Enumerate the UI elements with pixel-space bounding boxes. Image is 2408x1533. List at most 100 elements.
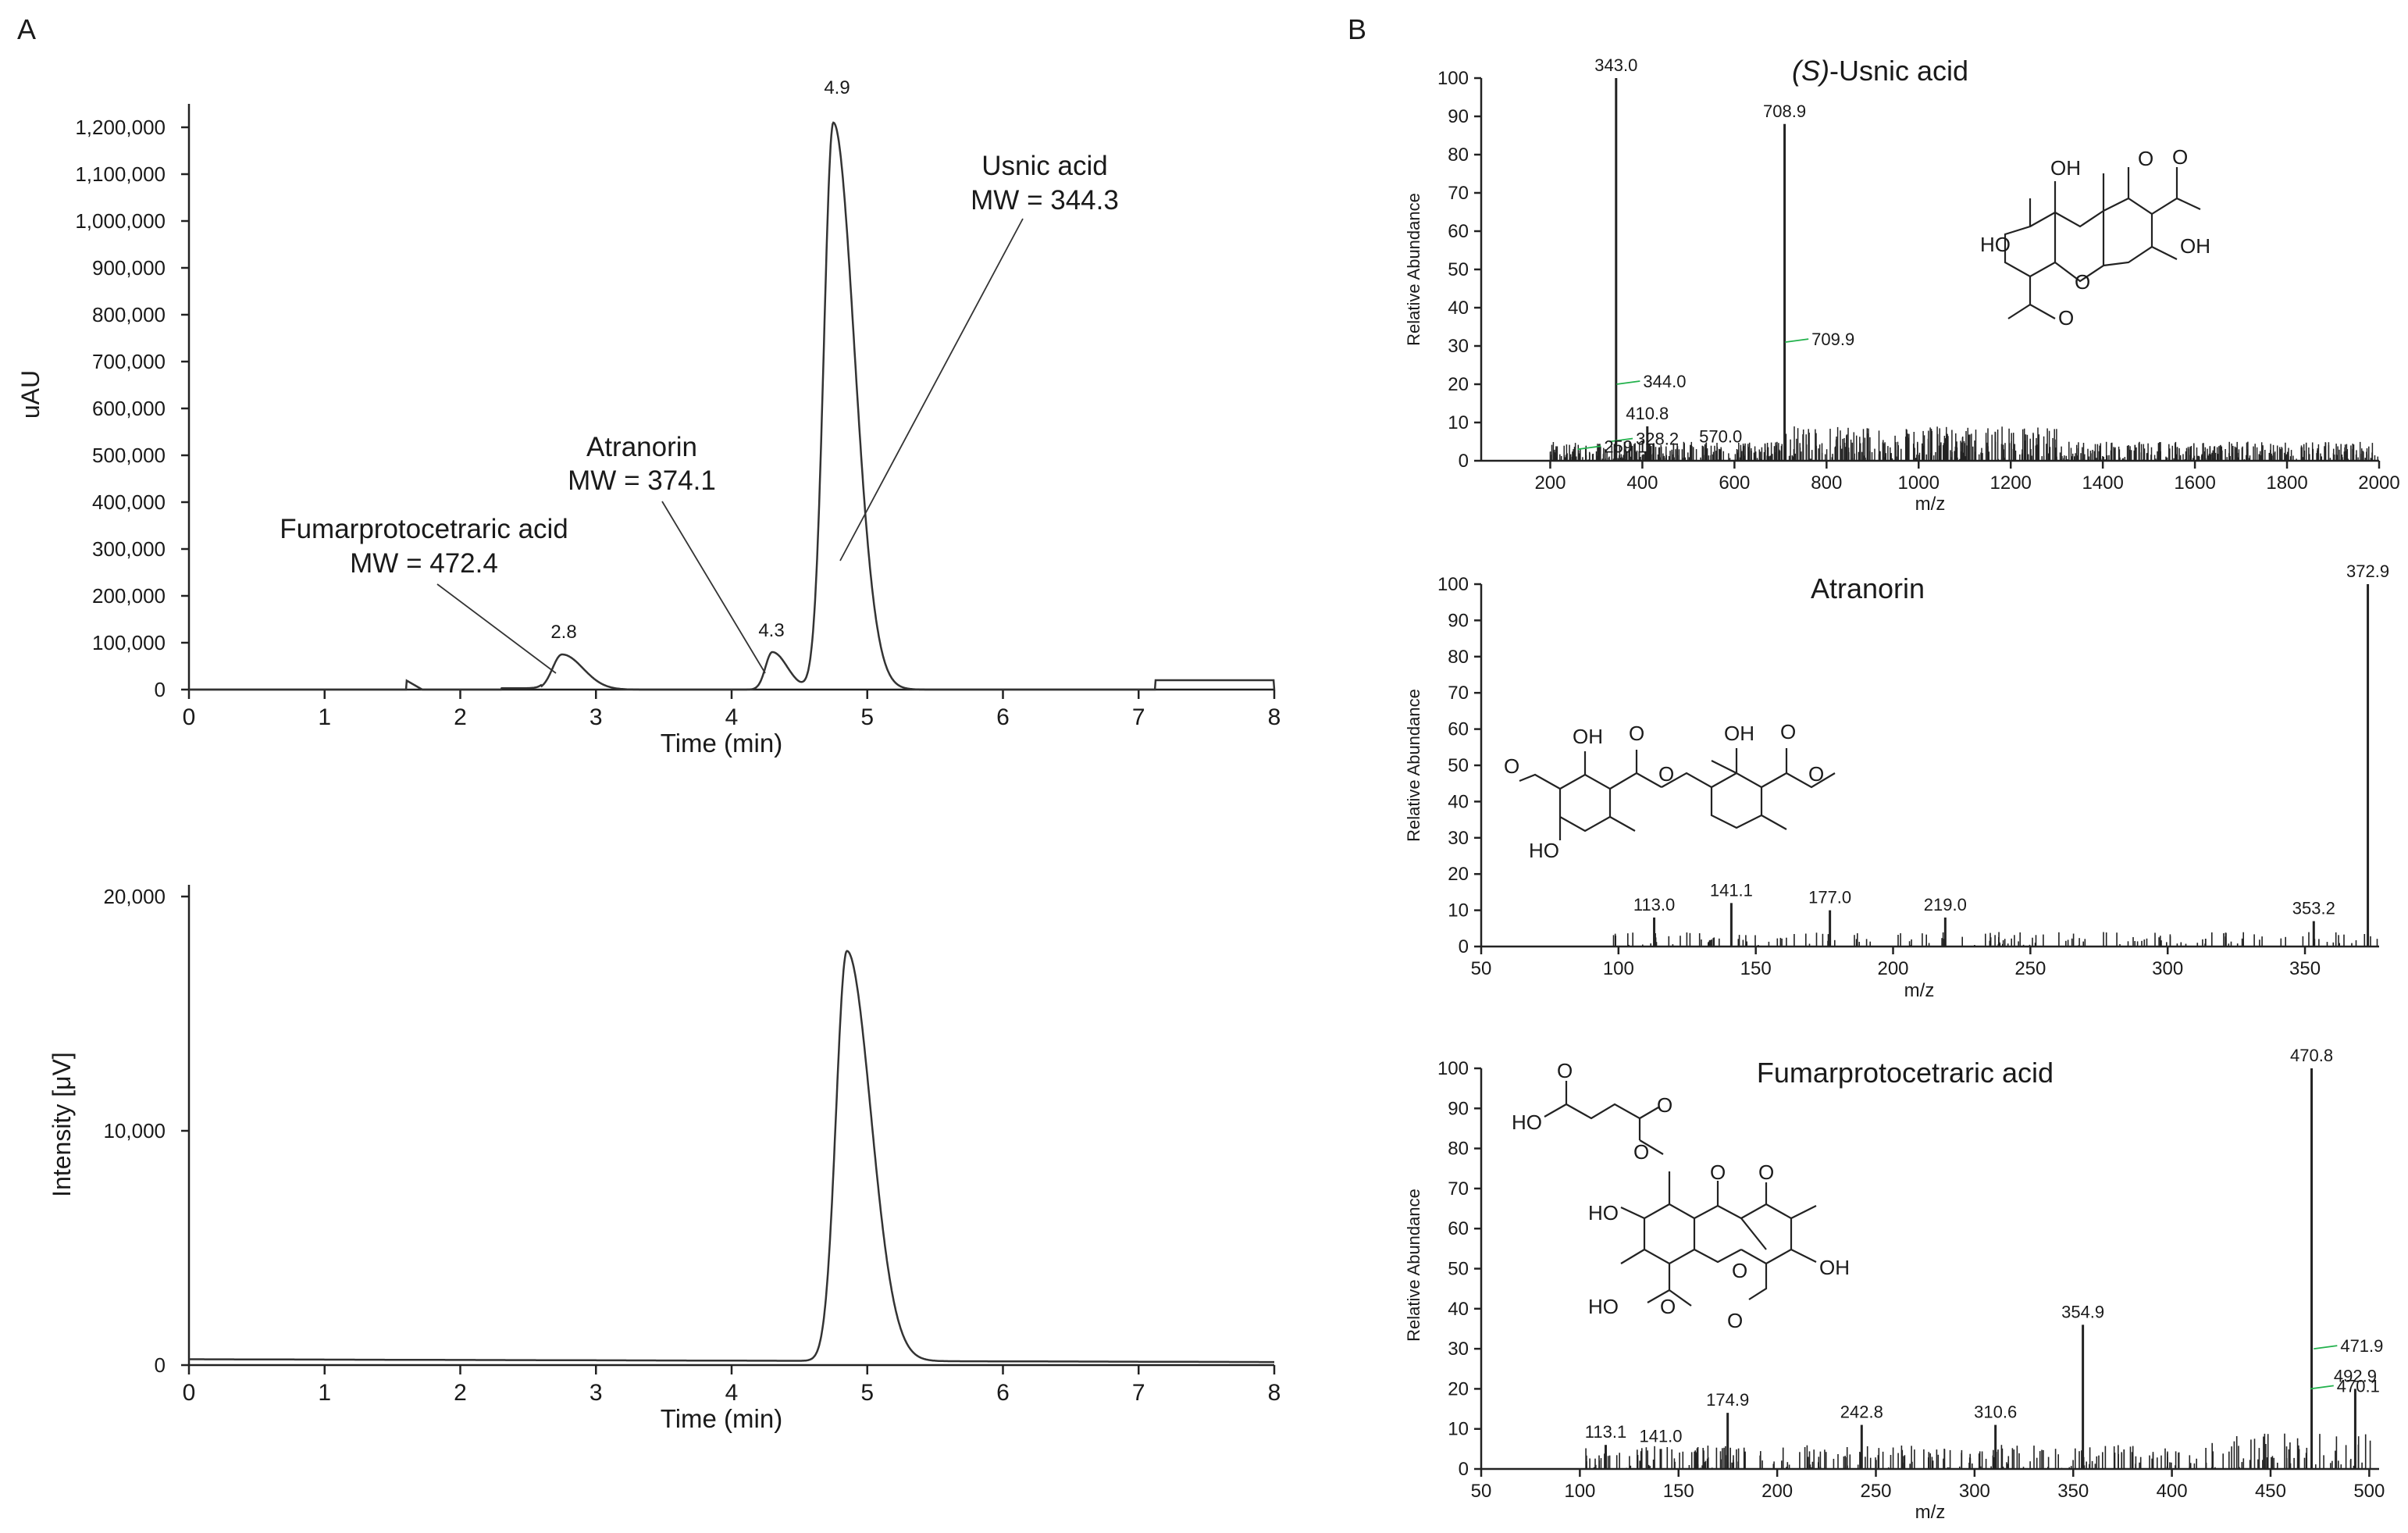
ms1-title: (S)-Usnic acid xyxy=(1792,55,1968,87)
ms1-xtick-label: 1200 xyxy=(1990,472,2032,494)
usnic-name-annotation: Usnic acid xyxy=(981,151,1107,181)
ms1-xtick-label: 400 xyxy=(1626,472,1658,494)
ms2-peaks: 372.9 113.0 141.1 177.0 219.0 353.2 xyxy=(1633,562,2389,947)
ms3-xtick-label: 250 xyxy=(1860,1481,1891,1502)
ms1-xtick-label: 2000 xyxy=(2358,472,2399,494)
atranorin-structure: OH O O OH O O O HO xyxy=(1504,720,1836,862)
atranorin-atom-o3: O xyxy=(1780,720,1796,743)
ms2-peak-label: 372.9 xyxy=(2346,562,2389,581)
usnic-atom-o1: O xyxy=(2138,147,2153,170)
ms1-peak-leader xyxy=(1577,445,1601,451)
fumar-atom-o7: O xyxy=(1660,1295,1676,1318)
panel-label-a: A xyxy=(17,13,36,45)
ms2-ytick-label: 0 xyxy=(1459,936,1469,957)
ms-atranorin-panel: 50 100 150 200 250 300 350 0 10 20 30 40 50 60 70 80 90 1… xyxy=(1404,562,2389,1001)
ms1-peak-leader xyxy=(1616,380,1640,385)
ms3-xtick-label: 400 xyxy=(2157,1481,2188,1502)
usnic-mw-annotation: MW = 344.3 xyxy=(971,185,1119,216)
uv-ytick-label: 300,000 xyxy=(92,537,166,561)
ms3-ytick-label: 30 xyxy=(1448,1339,1469,1360)
ms1-peak-label: 259.1 xyxy=(1604,437,1647,456)
ms3-peak-label: 113.1 xyxy=(1585,1422,1626,1442)
ms1-ticks: 200 400 600 800 1000 1200 1400 1600 1800 2000 0 10 2… xyxy=(1437,68,2400,494)
usnic-atom-ho: HO xyxy=(1980,233,2011,256)
fumar-atom-o4: O xyxy=(1710,1160,1726,1184)
ms1-xtick-label: 1600 xyxy=(2174,472,2215,494)
det-xtick-label: 6 xyxy=(996,1380,1010,1406)
ms1-noise xyxy=(1549,426,2379,461)
ms1-xtick-label: 1800 xyxy=(2266,472,2307,494)
ms1-ylabel: Relative Abundance xyxy=(1404,193,1423,346)
ms3-peak-label: 470.8 xyxy=(2290,1046,2333,1065)
ms2-ytick-label: 50 xyxy=(1448,755,1469,776)
uv-ytick-label: 0 xyxy=(155,678,166,701)
ms3-ytick-label: 50 xyxy=(1448,1259,1469,1280)
ms1-xlabel: m/z xyxy=(1915,494,1946,515)
ms1-ytick-label: 40 xyxy=(1448,298,1469,319)
ms3-ytick-label: 70 xyxy=(1448,1178,1469,1200)
usnic-atom-oh1: OH xyxy=(2050,156,2081,180)
ms3-xtick-label: 350 xyxy=(2057,1481,2089,1502)
ms2-title: Atranorin xyxy=(1811,572,1925,604)
ms2-xtick-label: 300 xyxy=(2152,958,2183,979)
ms3-ytick-label: 80 xyxy=(1448,1139,1469,1160)
atranorin-atom-o5: O xyxy=(1504,754,1519,778)
ms2-xtick-label: 200 xyxy=(1877,958,1908,979)
uv-xtick-label: 4 xyxy=(725,704,739,730)
uv-xtick-label: 5 xyxy=(860,704,874,730)
ms2-ytick-label: 10 xyxy=(1448,900,1469,922)
ms2-peak-label: 177.0 xyxy=(1808,888,1851,907)
fumar-atom-ho1: HO xyxy=(1512,1111,1542,1134)
uv-ytick-label: 400,000 xyxy=(92,490,166,514)
atranorin-atom-o1: O xyxy=(1629,722,1644,745)
uv-xtick-label: 7 xyxy=(1132,704,1145,730)
ms3-ytick-label: 40 xyxy=(1448,1299,1469,1320)
uv-xtick-label: 3 xyxy=(590,704,603,730)
ms1-ytick-label: 20 xyxy=(1448,374,1469,395)
ms1-xtick-label: 1400 xyxy=(2082,472,2123,494)
atranorin-name-annotation: Atranorin xyxy=(586,432,697,462)
uv-ytick-label: 200,000 xyxy=(92,584,166,608)
ms3-peak-label: 471.9 xyxy=(2340,1336,2383,1356)
det-xtick-label: 8 xyxy=(1268,1380,1281,1406)
ms3-ytick-label: 0 xyxy=(1459,1459,1469,1480)
ms3-xtick-label: 50 xyxy=(1471,1481,1492,1502)
ms3-peak-leader xyxy=(2310,1385,2334,1390)
ms3-ytick-label: 100 xyxy=(1437,1058,1469,1079)
ms3-peaks: 470.8 354.9 492.9 174.9 242.8 310.6 113.1 141.0… xyxy=(1585,1046,2383,1469)
ms3-ytick-label: 90 xyxy=(1448,1098,1469,1119)
ms3-peak-leader xyxy=(2314,1345,2338,1349)
peak-label-4-9: 4.9 xyxy=(824,77,850,98)
ms2-ytick-label: 60 xyxy=(1448,719,1469,740)
uv-ytick-label: 1,000,000 xyxy=(75,209,166,233)
ms1-xtick-label: 600 xyxy=(1719,472,1750,494)
fumar-atom-o8: O xyxy=(1727,1309,1743,1332)
uv-ticks: 0 1 2 3 4 5 6 7 8 0 100,000 200,000 300,000 400,000 50… xyxy=(75,116,1281,730)
ms2-peak-label: 113.0 xyxy=(1633,895,1675,914)
ms2-peak-label: 353.2 xyxy=(2292,899,2335,918)
ms3-xlabel: m/z xyxy=(1915,1502,1946,1523)
ms2-noise xyxy=(1612,932,2378,947)
det-trace xyxy=(189,950,1274,1364)
peak-label-2-8: 2.8 xyxy=(550,622,576,643)
uv-ytick-label: 700,000 xyxy=(92,350,166,373)
ms2-xtick-label: 250 xyxy=(2014,958,2046,979)
ms1-ytick-label: 30 xyxy=(1448,336,1469,357)
atranorin-mw-annotation: MW = 374.1 xyxy=(568,465,716,496)
fumar-atom-o2: O xyxy=(1657,1093,1672,1117)
ms1-ytick-label: 70 xyxy=(1448,183,1469,204)
ms2-ytick-label: 90 xyxy=(1448,610,1469,631)
peak-label-4-3: 4.3 xyxy=(758,620,784,641)
usnic-atom-o4: O xyxy=(2058,306,2074,330)
ms3-ytick-label: 60 xyxy=(1448,1218,1469,1239)
ms3-peak-label: 242.8 xyxy=(1840,1403,1883,1422)
usnic-structure: OH O O HO OH O O xyxy=(1980,145,2210,330)
det-xtick-label: 4 xyxy=(725,1380,739,1406)
atranorin-bonds xyxy=(1519,748,1836,840)
ms1-peak-leader xyxy=(1608,437,1633,443)
ms3-xtick-label: 100 xyxy=(1564,1481,1595,1502)
uv-ytick-label: 1,200,000 xyxy=(75,116,166,139)
ms2-ticks: 50 100 150 200 250 300 350 0 10 20 30 40 50 60 70 80 90 1… xyxy=(1437,574,2321,979)
